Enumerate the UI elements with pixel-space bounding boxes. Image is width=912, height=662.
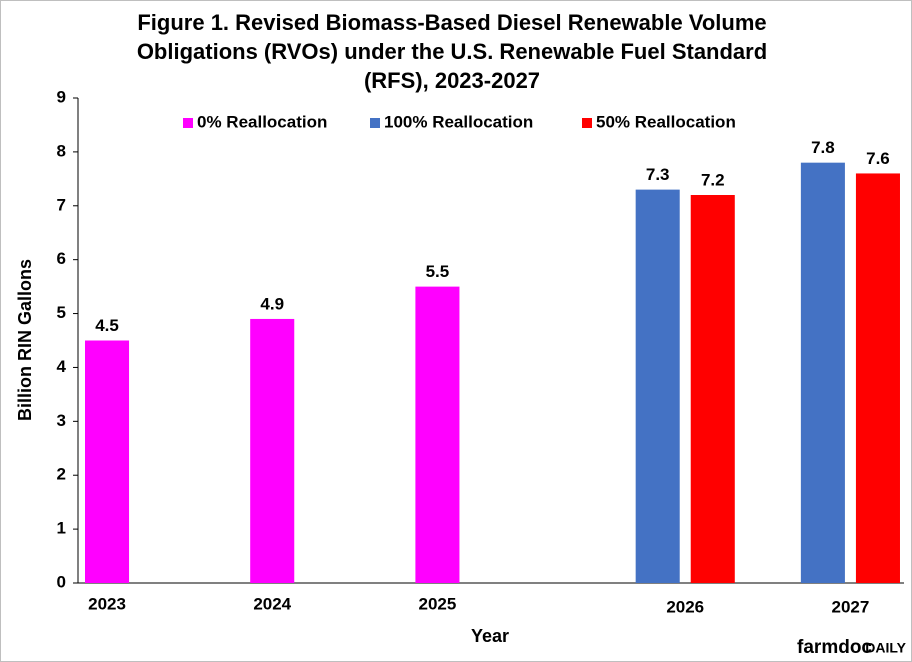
value-label: 7.3 (646, 165, 670, 184)
y-tick-label: 0 (57, 572, 66, 591)
legend-label: 0% Reallocation (197, 112, 327, 131)
y-tick-label: 9 (57, 87, 66, 106)
value-label: 4.9 (260, 294, 284, 313)
legend-label: 50% Reallocation (596, 112, 736, 131)
x-tick-label: 2024 (253, 594, 291, 613)
legend-swatch (582, 118, 592, 128)
bar (800, 162, 845, 583)
chart-title: Figure 1. Revised Biomass-Based Diesel R… (137, 10, 766, 35)
bar (690, 195, 735, 583)
bar (250, 318, 295, 583)
x-tick-label: 2023 (88, 594, 126, 613)
logo: farmdoc (797, 637, 872, 658)
bar (855, 173, 900, 583)
value-label: 7.8 (811, 138, 835, 157)
y-tick-label: 1 (57, 519, 66, 538)
value-label: 7.2 (701, 170, 725, 189)
legend-swatch (183, 118, 193, 128)
chart-title: Obligations (RVOs) under the U.S. Renewa… (137, 39, 767, 64)
x-tick-label: 2025 (419, 594, 457, 613)
y-tick-label: 3 (57, 411, 66, 430)
bar (85, 340, 130, 583)
bar (415, 286, 460, 583)
value-label: 4.5 (95, 316, 119, 335)
y-tick-label: 4 (57, 357, 67, 376)
x-axis-title: Year (471, 626, 509, 646)
x-tick-label: 2027 (832, 597, 870, 616)
y-tick-label: 7 (57, 195, 66, 214)
chart-title: (RFS), 2023-2027 (364, 68, 540, 93)
value-label: 7.6 (866, 149, 890, 168)
value-label: 5.5 (426, 262, 450, 281)
y-tick-label: 2 (57, 465, 66, 484)
y-tick-label: 6 (57, 249, 66, 268)
y-axis-title: Billion RIN Gallons (15, 259, 35, 421)
legend-swatch (370, 118, 380, 128)
y-tick-label: 5 (57, 303, 66, 322)
y-tick-label: 8 (57, 141, 66, 160)
logo-accent: DAILY (865, 640, 906, 656)
bar (635, 189, 680, 583)
x-tick-label: 2026 (666, 597, 704, 616)
legend-label: 100% Reallocation (384, 112, 533, 131)
